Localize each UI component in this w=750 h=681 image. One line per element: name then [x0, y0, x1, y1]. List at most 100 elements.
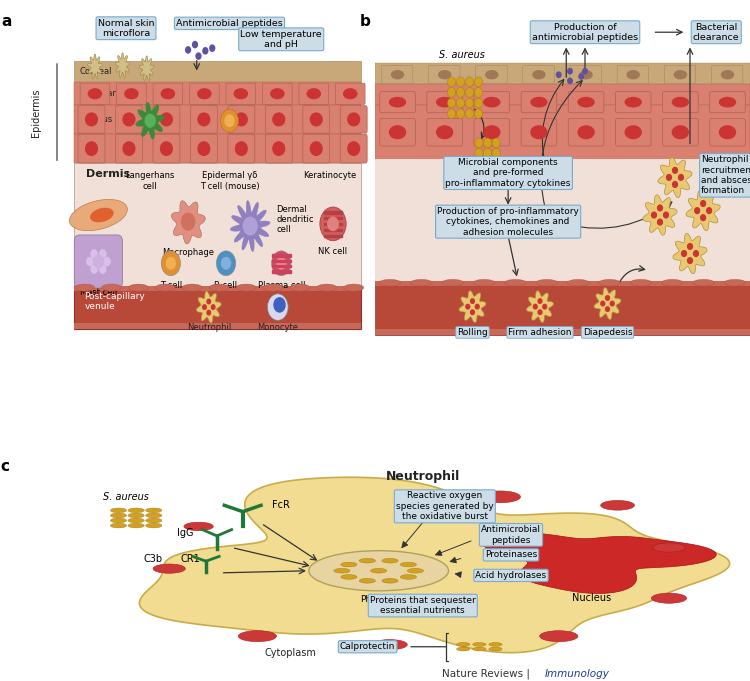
- FancyBboxPatch shape: [116, 83, 146, 104]
- Text: Microbial components
and pre-formed
pro-inflammatory cytokines: Microbial components and pre-formed pro-…: [446, 158, 571, 188]
- Ellipse shape: [531, 126, 547, 138]
- FancyBboxPatch shape: [427, 91, 463, 113]
- Circle shape: [221, 257, 230, 269]
- Text: Spinous: Spinous: [80, 115, 112, 124]
- Polygon shape: [459, 291, 486, 323]
- Text: Nucleus: Nucleus: [572, 593, 611, 603]
- Circle shape: [340, 563, 357, 567]
- Circle shape: [447, 109, 455, 118]
- Ellipse shape: [693, 279, 715, 286]
- Circle shape: [474, 77, 483, 86]
- Circle shape: [456, 88, 464, 97]
- Circle shape: [688, 244, 692, 249]
- Polygon shape: [230, 201, 270, 251]
- Circle shape: [601, 501, 634, 510]
- FancyBboxPatch shape: [272, 265, 291, 267]
- Circle shape: [207, 299, 211, 304]
- Ellipse shape: [626, 126, 641, 138]
- Circle shape: [272, 251, 291, 276]
- FancyBboxPatch shape: [74, 105, 361, 134]
- Ellipse shape: [580, 71, 592, 79]
- FancyBboxPatch shape: [616, 91, 651, 113]
- Circle shape: [474, 88, 483, 97]
- Polygon shape: [116, 52, 130, 78]
- Circle shape: [492, 148, 500, 158]
- Ellipse shape: [86, 113, 98, 126]
- Ellipse shape: [70, 200, 128, 231]
- FancyBboxPatch shape: [272, 259, 291, 262]
- Text: Cytoplasm: Cytoplasm: [265, 648, 316, 659]
- Polygon shape: [172, 201, 206, 244]
- FancyBboxPatch shape: [153, 106, 180, 133]
- Polygon shape: [480, 533, 716, 593]
- Ellipse shape: [531, 97, 547, 107]
- Circle shape: [466, 304, 470, 309]
- FancyBboxPatch shape: [303, 134, 330, 163]
- FancyBboxPatch shape: [153, 134, 180, 163]
- Circle shape: [184, 522, 213, 530]
- Ellipse shape: [598, 279, 620, 286]
- Ellipse shape: [182, 284, 203, 291]
- Circle shape: [465, 98, 474, 108]
- FancyBboxPatch shape: [375, 84, 750, 106]
- Ellipse shape: [86, 142, 98, 155]
- Ellipse shape: [436, 126, 452, 138]
- Polygon shape: [658, 157, 692, 197]
- Ellipse shape: [128, 284, 148, 291]
- FancyBboxPatch shape: [190, 83, 219, 104]
- Circle shape: [207, 311, 211, 315]
- Circle shape: [700, 201, 706, 206]
- Text: Nature Reviews |: Nature Reviews |: [442, 669, 534, 679]
- Circle shape: [196, 53, 201, 59]
- Text: IgG: IgG: [176, 528, 193, 538]
- Ellipse shape: [673, 126, 688, 138]
- Circle shape: [110, 523, 127, 528]
- FancyBboxPatch shape: [78, 106, 105, 133]
- Ellipse shape: [392, 71, 404, 79]
- Text: T cell: T cell: [160, 281, 182, 290]
- FancyBboxPatch shape: [324, 217, 342, 219]
- Polygon shape: [673, 234, 707, 274]
- Circle shape: [457, 647, 470, 651]
- Circle shape: [217, 251, 236, 276]
- Ellipse shape: [410, 279, 432, 286]
- Ellipse shape: [567, 279, 589, 286]
- Circle shape: [472, 643, 486, 646]
- Circle shape: [470, 310, 475, 315]
- Ellipse shape: [273, 113, 285, 126]
- Text: FcR: FcR: [272, 501, 290, 510]
- Text: Epidermal γδ
T cell (mouse): Epidermal γδ T cell (mouse): [200, 171, 260, 191]
- Circle shape: [238, 631, 277, 642]
- Circle shape: [128, 508, 144, 513]
- FancyBboxPatch shape: [116, 134, 142, 163]
- Ellipse shape: [124, 89, 138, 99]
- FancyBboxPatch shape: [375, 281, 750, 286]
- FancyBboxPatch shape: [116, 106, 142, 133]
- Text: Proteins that sequester
essential nutrients: Proteins that sequester essential nutrie…: [370, 596, 476, 615]
- Text: Phagosome: Phagosome: [360, 595, 413, 604]
- FancyBboxPatch shape: [568, 118, 604, 146]
- Text: CR1: CR1: [180, 554, 200, 564]
- Text: Granular: Granular: [80, 89, 116, 98]
- FancyBboxPatch shape: [272, 270, 291, 272]
- Text: Post-capillary
venule: Post-capillary venule: [85, 291, 146, 311]
- Ellipse shape: [160, 142, 172, 155]
- Circle shape: [472, 647, 486, 651]
- Ellipse shape: [389, 97, 406, 107]
- Circle shape: [186, 47, 190, 53]
- Text: Production of pro-inflammatory
cytokines, chemokines and
adhesion molecules: Production of pro-inflammatory cytokines…: [437, 207, 579, 236]
- FancyBboxPatch shape: [74, 163, 361, 288]
- Circle shape: [447, 77, 455, 86]
- Circle shape: [475, 138, 483, 148]
- Ellipse shape: [473, 279, 495, 286]
- Circle shape: [146, 518, 162, 523]
- FancyBboxPatch shape: [523, 65, 554, 84]
- FancyBboxPatch shape: [711, 65, 742, 84]
- Circle shape: [483, 138, 492, 148]
- Circle shape: [489, 643, 502, 646]
- FancyBboxPatch shape: [74, 61, 361, 82]
- Text: Neutrophil: Neutrophil: [187, 323, 231, 332]
- Circle shape: [658, 205, 662, 211]
- Circle shape: [601, 301, 604, 306]
- FancyBboxPatch shape: [476, 65, 507, 84]
